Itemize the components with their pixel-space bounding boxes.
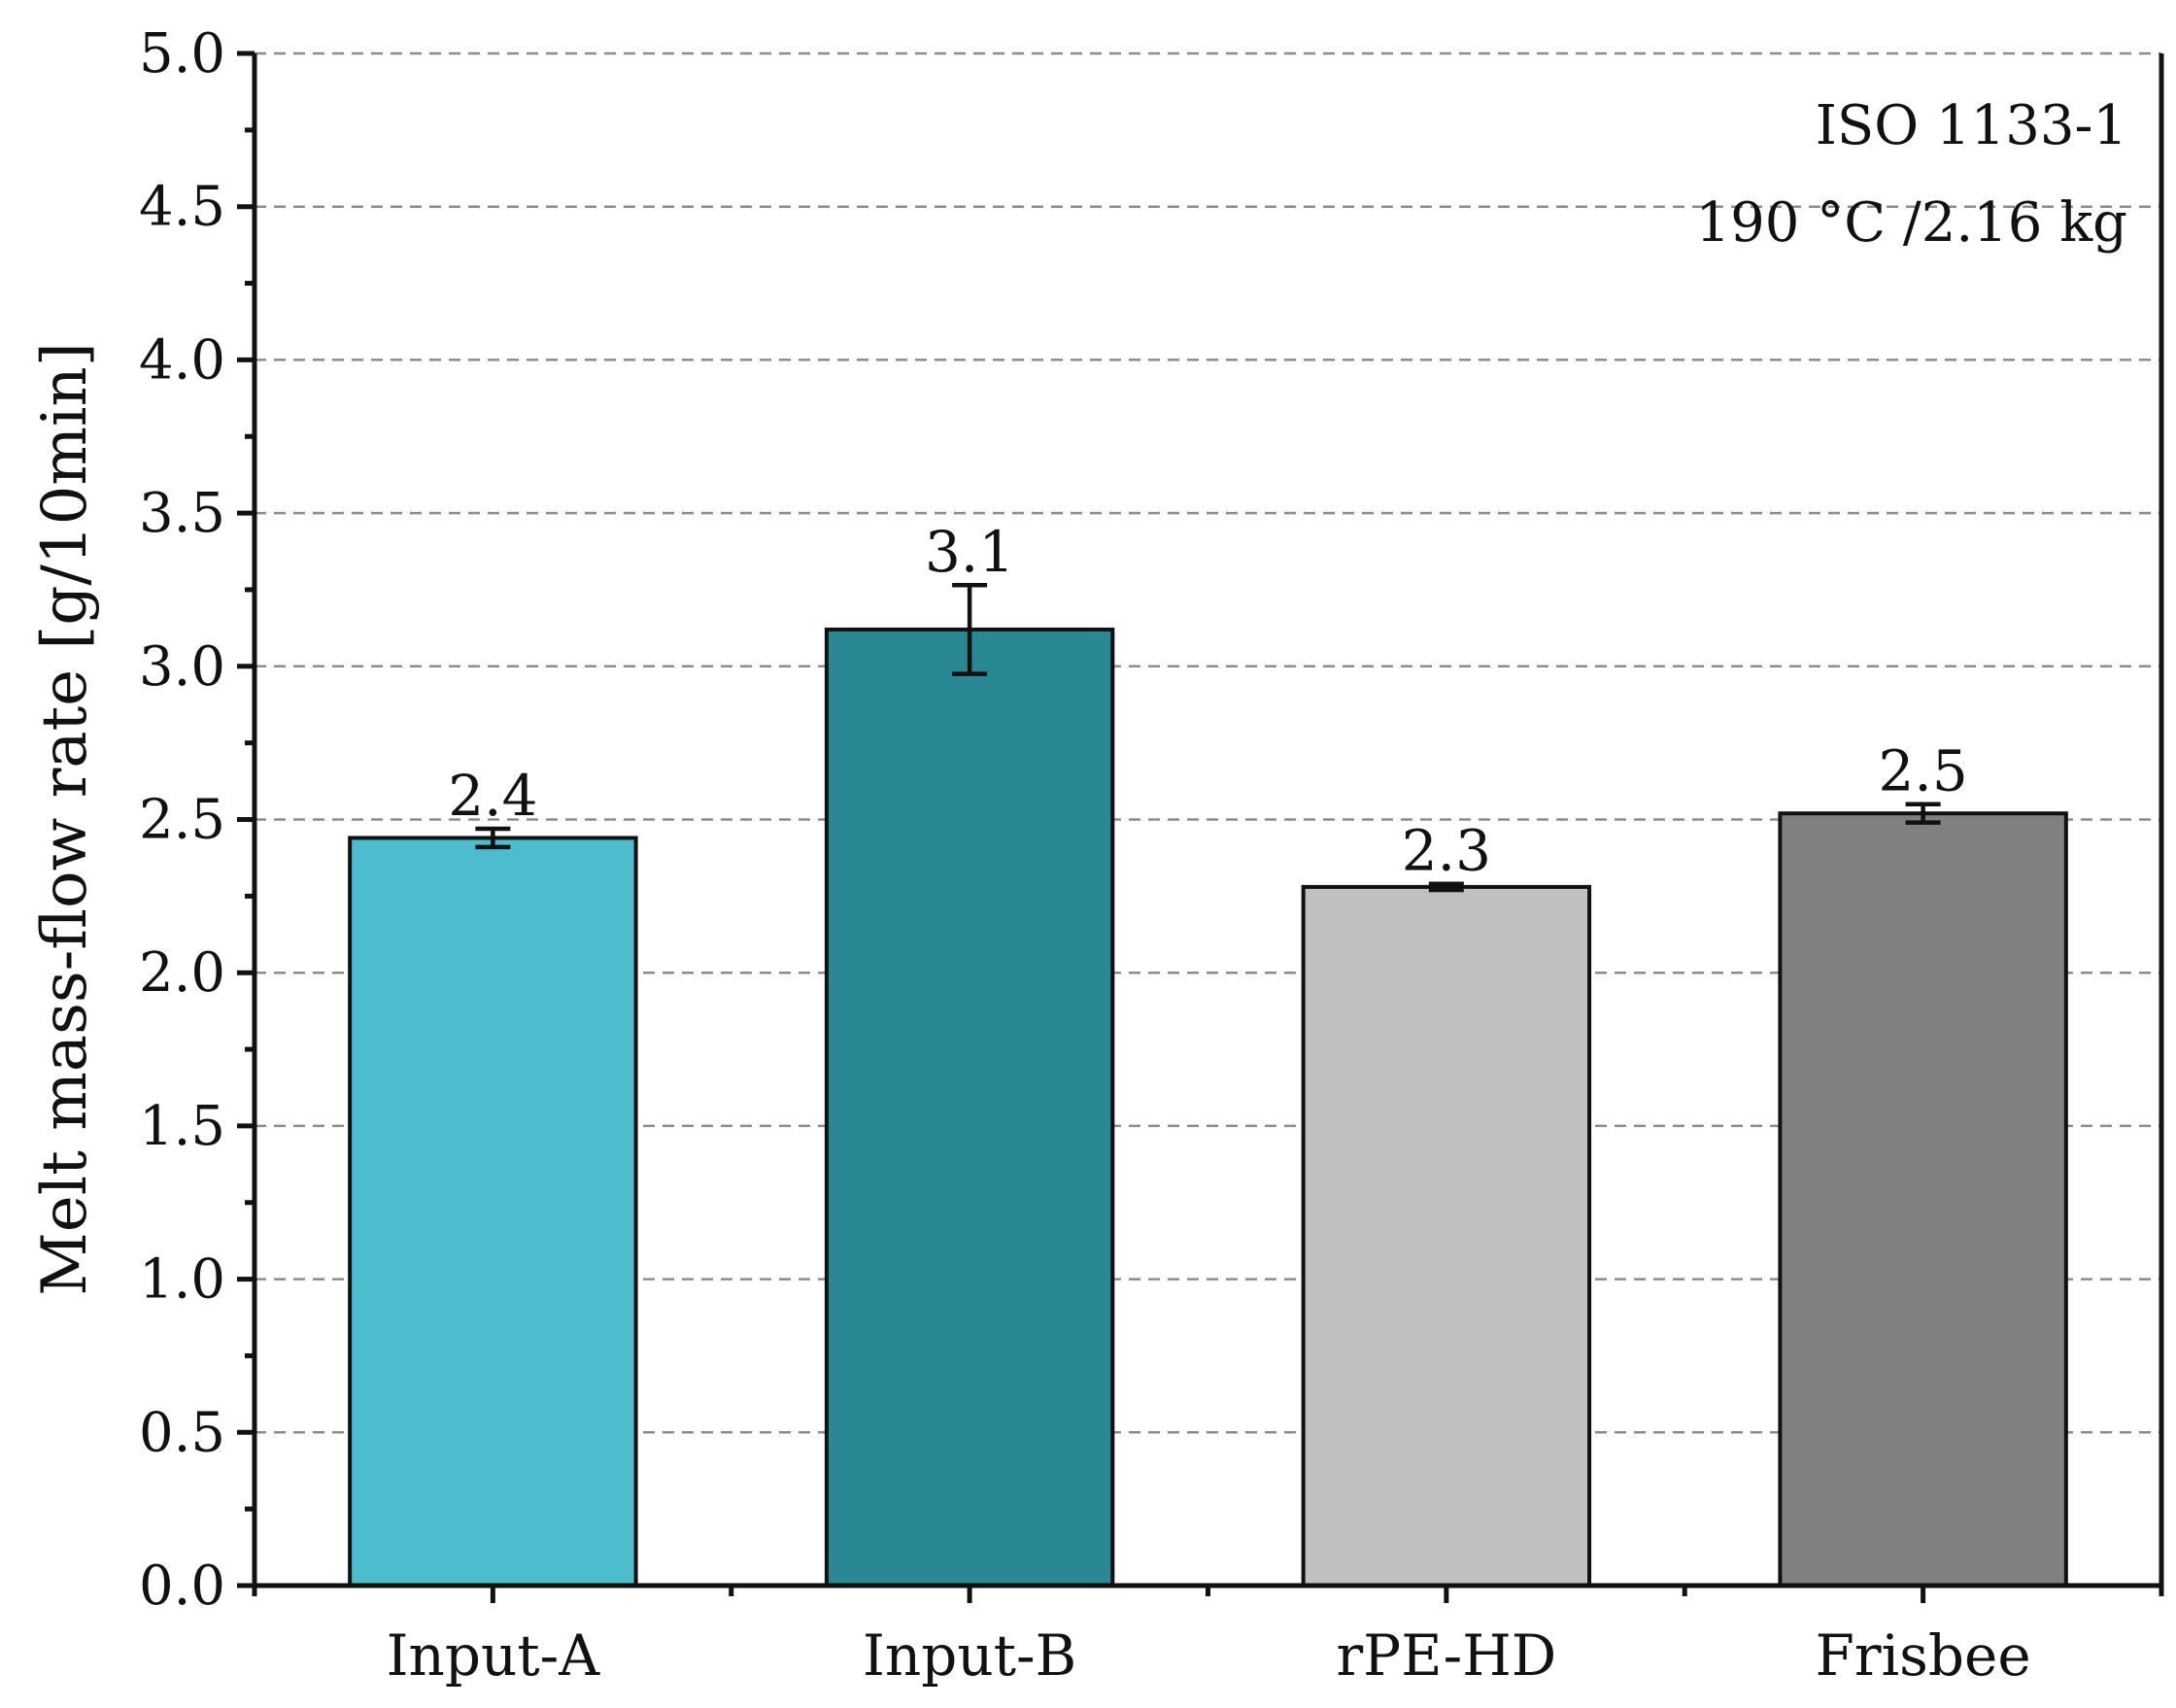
y-tick-label: 1.5: [139, 1095, 225, 1158]
y-tick-label: 3.0: [139, 635, 225, 699]
x-tick-label: Input-B: [863, 1623, 1076, 1689]
data-label: 2.4: [448, 763, 537, 829]
data-label: 2.3: [1402, 818, 1491, 884]
error-bars: [475, 585, 1940, 890]
y-tick-label: 0.5: [139, 1401, 225, 1464]
data-label: 3.1: [925, 519, 1014, 585]
y-tick-label: 2.0: [139, 941, 225, 1005]
y-tick-label: 2.5: [139, 789, 225, 852]
y-axis-title: Melt mass-flow rate [g/10min]: [29, 342, 101, 1295]
annotation-standard: ISO 1133-1: [1816, 94, 2127, 157]
bar: [1780, 813, 2065, 1586]
x-tick-label: Frisbee: [1816, 1623, 2031, 1689]
bar: [350, 837, 635, 1586]
annotation-conditions: 190 °C /2.16 kg: [1696, 191, 2127, 255]
y-tick-label: 0.0: [139, 1554, 225, 1618]
x-tick-label: rPE-HD: [1336, 1623, 1556, 1689]
y-tick-label: 3.5: [139, 482, 225, 545]
bar: [827, 630, 1112, 1586]
x-tick-label: Input-A: [387, 1623, 601, 1689]
bar: [1304, 887, 1589, 1586]
y-tick-label: 5.0: [139, 22, 225, 85]
y-tick-label: 4.0: [139, 328, 225, 392]
y-tick-label: 4.5: [139, 176, 225, 239]
bars: [350, 630, 2066, 1586]
y-tick-label: 1.0: [139, 1248, 225, 1312]
data-label: 2.5: [1879, 738, 1968, 804]
bar-chart: 0.0 0.5 1.0 1.5 2.0 2.5 3.0 3.5 4.0 4.5 5.0 2.4 Inpu…: [0, 0, 2176, 1708]
